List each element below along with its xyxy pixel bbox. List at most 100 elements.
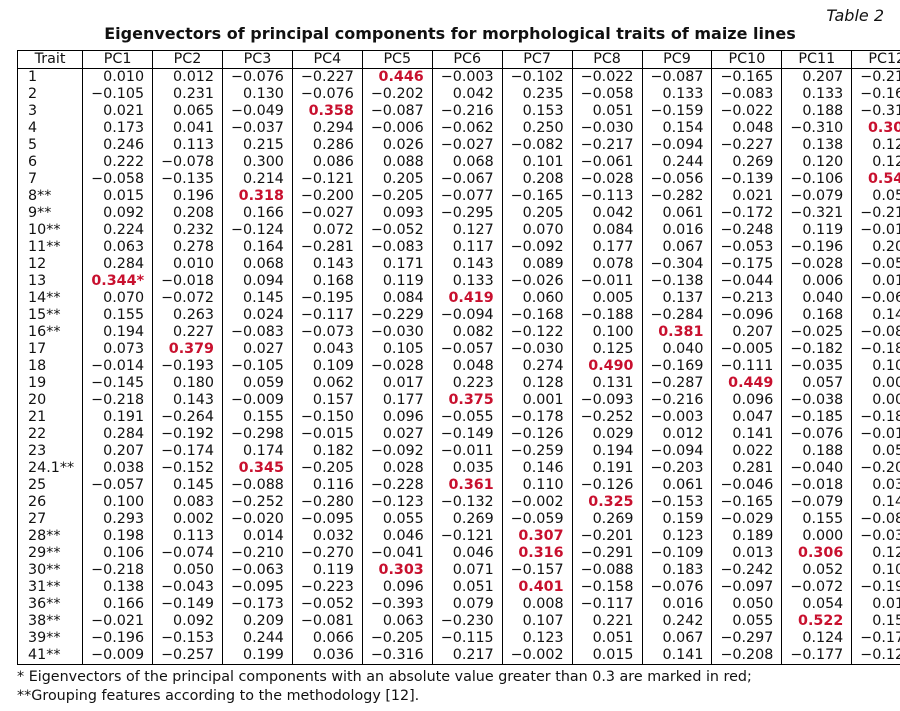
value-cell: 0.008 — [501, 596, 573, 613]
value-cell: −0.015 — [291, 426, 363, 443]
value-cell: −0.021 — [82, 613, 154, 630]
value-cell: 0.067 — [641, 630, 713, 647]
value-cell: −0.076 — [291, 86, 363, 103]
value-cell: 0.055 — [361, 511, 433, 528]
value-cell: −0.216 — [431, 103, 503, 120]
value-cell: 0.293 — [82, 511, 154, 528]
trait-cell: 1 — [16, 68, 84, 86]
value-cell: −0.298 — [221, 426, 293, 443]
table-row: 20 −0.218 0.143 −0.009 0.157 0.177 0.375 0.001−… — [16, 392, 900, 409]
value-cell: −0.169 — [641, 358, 713, 375]
value-cell: 0.101 — [501, 154, 573, 171]
value-cell: 0.242 — [641, 613, 713, 630]
table-row: 38** −0.021 0.092 0.209 −0.081 0.063 −0.230 0.1… — [16, 613, 900, 630]
value-cell: 0.005 — [571, 290, 643, 307]
value-cell: 0.358 — [291, 103, 363, 120]
value-cell: 0.066 — [291, 630, 363, 647]
value-cell: 0.133 — [641, 86, 713, 103]
value-cell: 0.096 — [361, 409, 433, 426]
value-cell: 0.063 — [82, 239, 154, 256]
value-cell: 0.094 — [221, 273, 293, 290]
value-cell: 0.105 — [361, 341, 433, 358]
value-cell: 0.269 — [571, 511, 643, 528]
value-cell: 0.110 — [501, 477, 573, 494]
value-cell: 0.316 — [501, 545, 573, 562]
value-cell: 0.027 — [221, 341, 293, 358]
value-cell: −0.077 — [431, 188, 503, 205]
trait-cell: 30** — [16, 562, 84, 579]
value-cell: 0.128 — [851, 545, 900, 562]
value-cell: −0.087 — [641, 68, 713, 86]
value-cell: 0.100 — [571, 324, 643, 341]
value-cell: 0.154 — [641, 120, 713, 137]
value-cell: 0.043 — [291, 341, 363, 358]
value-cell: −0.168 — [501, 307, 573, 324]
value-cell: −0.080 — [851, 511, 900, 528]
value-cell: 0.194 — [571, 443, 643, 460]
value-cell: −0.109 — [641, 545, 713, 562]
value-cell: −0.218 — [851, 68, 900, 86]
value-cell: 0.042 — [571, 205, 643, 222]
value-cell: 0.028 — [361, 460, 433, 477]
value-cell: 0.026 — [361, 137, 433, 154]
value-cell: −0.172 — [711, 205, 783, 222]
value-cell: −0.139 — [711, 171, 783, 188]
value-cell: 0.013 — [711, 545, 783, 562]
value-cell: −0.135 — [152, 171, 223, 188]
value-cell: 0.055 — [711, 613, 783, 630]
trait-cell: 8** — [16, 188, 84, 205]
value-cell: −0.173 — [221, 596, 293, 613]
value-cell: 0.232 — [152, 222, 223, 239]
value-cell: −0.094 — [641, 137, 713, 154]
value-cell: −0.087 — [361, 103, 433, 120]
value-cell: 0.188 — [781, 443, 853, 460]
value-cell: 0.215 — [221, 137, 293, 154]
trait-cell: 16** — [16, 324, 84, 341]
table-row: 14** 0.070 −0.072 0.145 −0.195 0.084 0.419 0.06… — [16, 290, 900, 307]
value-cell: 0.022 — [711, 443, 783, 460]
value-cell: −0.152 — [152, 460, 223, 477]
value-cell: 0.063 — [361, 613, 433, 630]
trait-cell: 36** — [16, 596, 84, 613]
value-cell: 0.092 — [152, 613, 223, 630]
value-cell: 0.088 — [361, 154, 433, 171]
value-cell: 0.021 — [711, 188, 783, 205]
value-cell: −0.393 — [361, 596, 433, 613]
value-cell: 0.133 — [431, 273, 503, 290]
value-cell: 0.168 — [291, 273, 363, 290]
value-cell: −0.009 — [221, 392, 293, 409]
value-cell: 0.012 — [152, 68, 223, 86]
value-cell: −0.002 — [501, 647, 573, 665]
value-cell: 0.171 — [361, 256, 433, 273]
col-header-pc4: PC4 — [291, 50, 363, 69]
value-cell: 0.166 — [221, 205, 293, 222]
value-cell: 0.177 — [571, 239, 643, 256]
table-row: 26 0.100 0.083 −0.252 −0.280 −0.123 −0.132 −0.0… — [16, 494, 900, 511]
table-row: 23 0.207 −0.174 0.174 0.182 −0.092 −0.011 −0.25… — [16, 443, 900, 460]
value-cell: −0.094 — [641, 443, 713, 460]
value-cell: 0.052 — [781, 562, 853, 579]
value-cell: −0.079 — [781, 494, 853, 511]
trait-cell: 11** — [16, 239, 84, 256]
value-cell: 0.067 — [641, 239, 713, 256]
table-row: 2 −0.105 0.231 0.130 −0.076 −0.202 0.042 0.235−… — [16, 86, 900, 103]
value-cell: 0.001 — [501, 392, 573, 409]
value-cell: −0.067 — [431, 171, 503, 188]
value-cell: −0.013 — [851, 222, 900, 239]
value-cell: 0.244 — [641, 154, 713, 171]
value-cell: 0.145 — [152, 477, 223, 494]
value-cell: −0.076 — [781, 426, 853, 443]
trait-cell: 2 — [16, 86, 84, 103]
col-header-pc9: PC9 — [641, 50, 713, 69]
value-cell: 0.119 — [361, 273, 433, 290]
trait-cell: 19 — [16, 375, 84, 392]
table-row: 1 0.010 0.012 −0.076 −0.227 0.446 −0.003 −0.102… — [16, 68, 900, 86]
col-header-pc8: PC8 — [571, 50, 643, 69]
value-cell: −0.177 — [781, 647, 853, 665]
value-cell: 0.051 — [431, 579, 503, 596]
value-cell: −0.252 — [571, 409, 643, 426]
table-row: 11** 0.063 0.278 0.164 −0.281 −0.083 0.117 −0.0… — [16, 239, 900, 256]
value-cell: 0.137 — [641, 290, 713, 307]
value-cell: 0.113 — [152, 528, 223, 545]
value-cell: 0.073 — [82, 341, 154, 358]
